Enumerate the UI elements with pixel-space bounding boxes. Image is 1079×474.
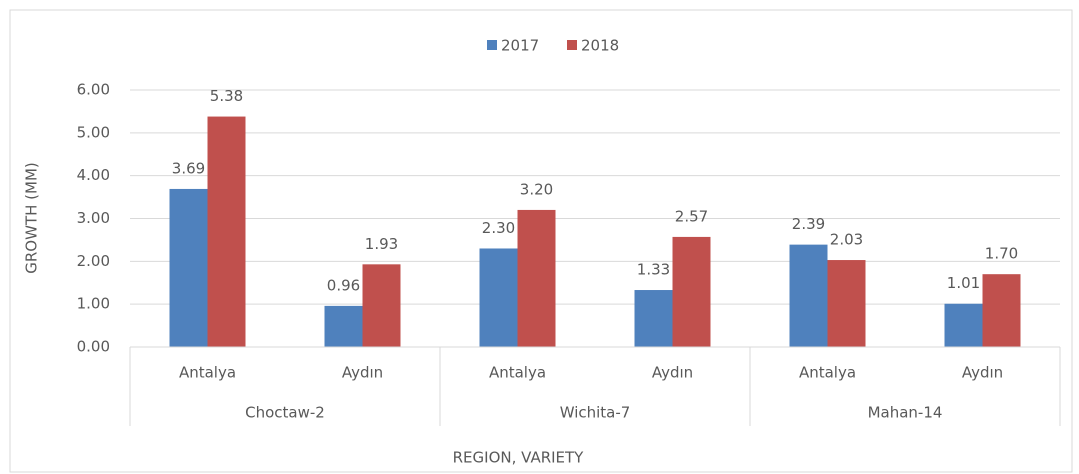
bar: [207, 116, 246, 347]
bar: [479, 248, 518, 347]
group-label: Choctaw-2: [245, 404, 325, 422]
y-tick-label: 0.00: [77, 338, 110, 356]
data-label: 2.57: [675, 207, 708, 225]
y-tick-label: 5.00: [77, 123, 110, 141]
data-label: 1.70: [985, 245, 1018, 263]
data-label: 2.30: [482, 219, 515, 237]
legend-swatch: [487, 40, 497, 50]
bar: [362, 264, 401, 347]
data-label: 5.38: [210, 87, 243, 105]
data-label: 2.03: [830, 231, 863, 249]
x-tick-label: Aydın: [652, 364, 693, 382]
data-label: 1.33: [637, 261, 670, 279]
x-tick-label: Antalya: [179, 364, 236, 382]
bar: [517, 209, 556, 347]
bar: [944, 303, 983, 347]
y-tick-label: 4.00: [77, 166, 110, 184]
bar: [789, 244, 828, 347]
data-label: 1.93: [365, 235, 398, 253]
data-label: 1.01: [947, 274, 980, 292]
bar: [672, 236, 711, 347]
x-axis-title: REGION, VARIETY: [453, 449, 585, 467]
bar: [169, 188, 208, 347]
y-tick-label: 6.00: [77, 81, 110, 99]
x-tick-label: Antalya: [489, 364, 546, 382]
data-label: 0.96: [327, 276, 360, 294]
group-label: Mahan-14: [868, 404, 943, 422]
data-label: 3.20: [520, 180, 553, 198]
bar: [982, 274, 1021, 347]
legend-label: 2018: [581, 37, 619, 55]
x-tick-label: Aydın: [962, 364, 1003, 382]
y-tick-label: 3.00: [77, 209, 110, 227]
bar: [324, 305, 363, 347]
legend-label: 2017: [501, 37, 539, 55]
x-tick-label: Aydın: [342, 364, 383, 382]
y-tick-label: 1.00: [77, 295, 110, 313]
y-axis-title: GROWTH (MM): [23, 162, 41, 273]
data-label: 3.69: [172, 159, 205, 177]
bar: [827, 260, 866, 347]
bar: [634, 290, 673, 347]
data-label: 2.39: [792, 215, 825, 233]
x-tick-label: Antalya: [799, 364, 856, 382]
legend-swatch: [567, 40, 577, 50]
group-label: Wichita-7: [560, 404, 631, 422]
y-tick-label: 2.00: [77, 252, 110, 270]
